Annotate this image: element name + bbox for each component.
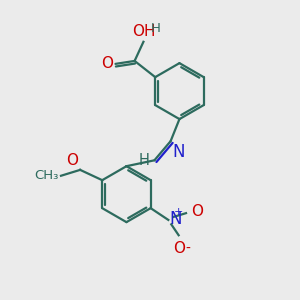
Text: N: N	[172, 142, 184, 160]
Text: H: H	[151, 22, 161, 35]
Text: -: -	[186, 242, 190, 256]
Text: O: O	[191, 204, 203, 219]
Text: CH₃: CH₃	[34, 169, 58, 182]
Text: +: +	[174, 207, 183, 217]
Text: OH: OH	[132, 24, 155, 39]
Text: O: O	[172, 241, 184, 256]
Text: O: O	[101, 56, 113, 71]
Text: N: N	[169, 210, 182, 228]
Text: H: H	[138, 153, 149, 168]
Text: O: O	[66, 153, 78, 168]
